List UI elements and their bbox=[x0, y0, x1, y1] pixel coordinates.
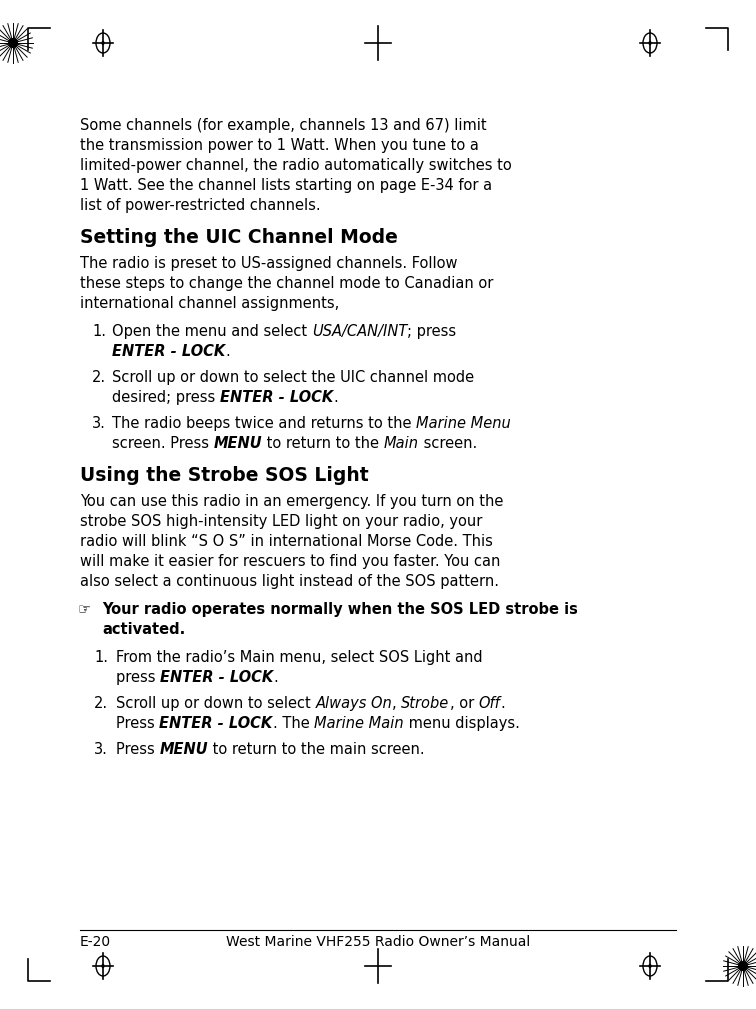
Text: ENTER - LOCK: ENTER - LOCK bbox=[112, 344, 225, 359]
Text: Main: Main bbox=[384, 436, 419, 451]
Ellipse shape bbox=[649, 40, 652, 45]
Text: the transmission power to 1 Watt. When you tune to a: the transmission power to 1 Watt. When y… bbox=[80, 138, 479, 153]
Text: MENU: MENU bbox=[160, 742, 208, 757]
Text: Press: Press bbox=[116, 716, 160, 731]
Text: also select a continuous light instead of the SOS pattern.: also select a continuous light instead o… bbox=[80, 574, 499, 589]
Text: desired; press: desired; press bbox=[112, 390, 220, 405]
Text: Scroll up or down to select: Scroll up or down to select bbox=[116, 696, 315, 711]
Text: The radio is preset to US-assigned channels. Follow: The radio is preset to US-assigned chann… bbox=[80, 256, 457, 271]
Text: You can use this radio in an emergency. If you turn on the: You can use this radio in an emergency. … bbox=[80, 494, 503, 509]
Text: 1.: 1. bbox=[92, 324, 106, 339]
Text: .: . bbox=[500, 696, 505, 711]
Text: ; press: ; press bbox=[407, 324, 456, 339]
Text: , or: , or bbox=[450, 696, 479, 711]
Text: Always On: Always On bbox=[315, 696, 392, 711]
Text: E-20: E-20 bbox=[80, 935, 111, 949]
Ellipse shape bbox=[101, 964, 104, 969]
Text: ENTER - LOCK: ENTER - LOCK bbox=[220, 390, 333, 405]
Text: screen. Press: screen. Press bbox=[112, 436, 214, 451]
Text: 2.: 2. bbox=[92, 370, 106, 385]
Text: strobe SOS high-intensity LED light on your radio, your: strobe SOS high-intensity LED light on y… bbox=[80, 514, 482, 529]
Text: these steps to change the channel mode to Canadian or: these steps to change the channel mode t… bbox=[80, 276, 494, 291]
Text: Some channels (for example, channels 13 and 67) limit: Some channels (for example, channels 13 … bbox=[80, 118, 487, 133]
Text: . The: . The bbox=[273, 716, 314, 731]
Text: Using the Strobe SOS Light: Using the Strobe SOS Light bbox=[80, 466, 369, 485]
Ellipse shape bbox=[101, 40, 104, 45]
Text: ENTER - LOCK: ENTER - LOCK bbox=[160, 670, 274, 685]
Text: 3.: 3. bbox=[94, 742, 108, 757]
Text: .: . bbox=[274, 670, 278, 685]
Text: 3.: 3. bbox=[92, 416, 106, 431]
Ellipse shape bbox=[8, 38, 18, 48]
Text: From the radio’s Main menu, select SOS Light and: From the radio’s Main menu, select SOS L… bbox=[116, 650, 482, 665]
Text: ,: , bbox=[392, 696, 401, 711]
Text: limited-power channel, the radio automatically switches to: limited-power channel, the radio automat… bbox=[80, 158, 512, 173]
Text: Setting the UIC Channel Mode: Setting the UIC Channel Mode bbox=[80, 228, 398, 247]
Text: The radio beeps twice and returns to the: The radio beeps twice and returns to the bbox=[112, 416, 416, 431]
Text: Marine Main: Marine Main bbox=[314, 716, 404, 731]
Text: press: press bbox=[116, 670, 160, 685]
Text: to return to the: to return to the bbox=[262, 436, 384, 451]
Text: list of power-restricted channels.: list of power-restricted channels. bbox=[80, 198, 321, 213]
Text: Your radio operates normally when the SOS LED strobe is: Your radio operates normally when the SO… bbox=[102, 602, 578, 616]
Text: .: . bbox=[333, 390, 338, 405]
Text: Marine Menu: Marine Menu bbox=[416, 416, 511, 431]
Text: will make it easier for rescuers to find you faster. You can: will make it easier for rescuers to find… bbox=[80, 554, 500, 569]
Text: radio will blink “S O S” in international Morse Code. This: radio will blink “S O S” in internationa… bbox=[80, 534, 493, 549]
Text: USA/CAN/INT: USA/CAN/INT bbox=[311, 324, 407, 339]
Text: to return to the main screen.: to return to the main screen. bbox=[208, 742, 425, 757]
Text: international channel assignments,: international channel assignments, bbox=[80, 296, 339, 311]
Ellipse shape bbox=[738, 961, 748, 971]
Text: Off: Off bbox=[479, 696, 500, 711]
Text: 1 Watt. See the channel lists starting on page E-34 for a: 1 Watt. See the channel lists starting o… bbox=[80, 178, 492, 193]
Text: menu displays.: menu displays. bbox=[404, 716, 519, 731]
Text: Open the menu and select: Open the menu and select bbox=[112, 324, 311, 339]
Text: MENU: MENU bbox=[214, 436, 262, 451]
Text: Strobe: Strobe bbox=[401, 696, 450, 711]
Text: screen.: screen. bbox=[419, 436, 477, 451]
Text: .: . bbox=[225, 344, 230, 359]
Text: West Marine VHF255 Radio Owner’s Manual: West Marine VHF255 Radio Owner’s Manual bbox=[226, 935, 530, 949]
Text: ☞: ☞ bbox=[78, 602, 91, 616]
Text: ENTER - LOCK: ENTER - LOCK bbox=[160, 716, 273, 731]
Text: 2.: 2. bbox=[94, 696, 108, 711]
Ellipse shape bbox=[649, 964, 652, 969]
Text: Press: Press bbox=[116, 742, 160, 757]
Text: activated.: activated. bbox=[102, 622, 185, 637]
Text: Scroll up or down to select the UIC channel mode: Scroll up or down to select the UIC chan… bbox=[112, 370, 474, 385]
Text: 1.: 1. bbox=[94, 650, 108, 665]
